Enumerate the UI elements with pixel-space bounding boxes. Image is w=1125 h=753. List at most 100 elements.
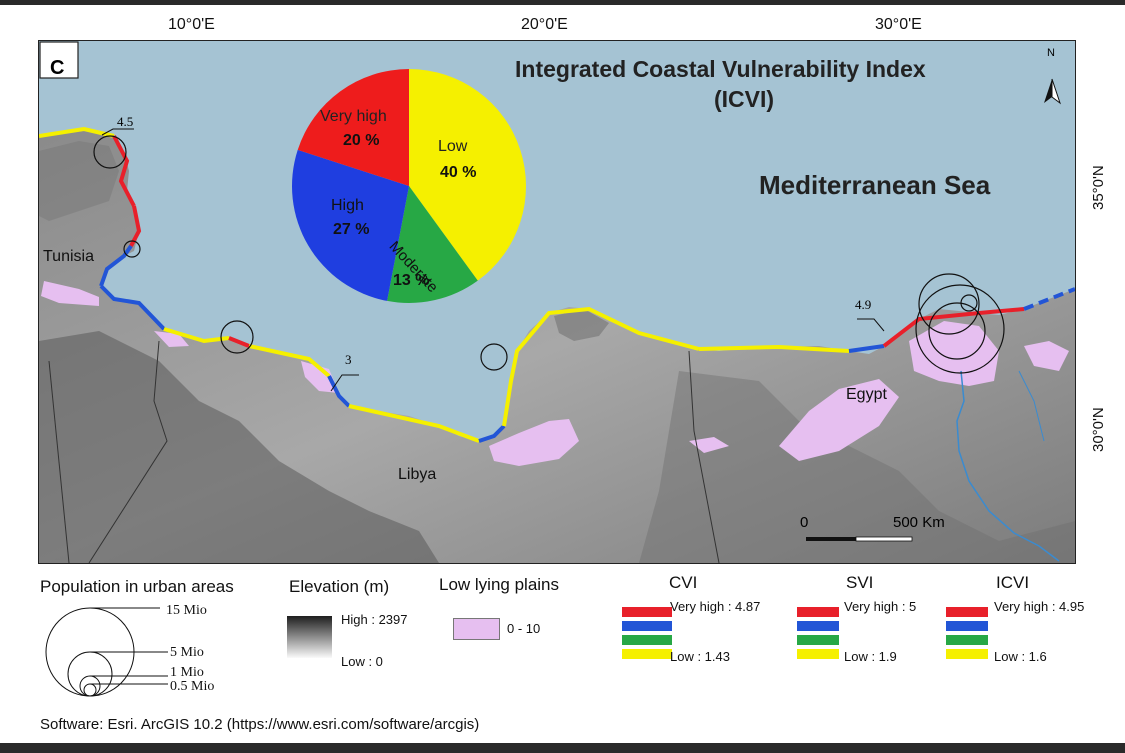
plains-swatch	[453, 618, 500, 640]
pie-slice-moderate	[387, 186, 478, 304]
svi-swatch-very-high	[797, 607, 839, 617]
pop-size-5: 5 Mio	[170, 645, 204, 660]
pie-slice-low	[409, 69, 526, 281]
scale-end-label: 500 Km	[893, 514, 945, 531]
nile-river	[956, 370, 1060, 562]
coast-veryhigh-3	[228, 336, 250, 348]
icvi-high-value: Very high : 4.95	[994, 599, 1085, 614]
cvi-swatch-low	[622, 649, 672, 659]
coast-veryhigh-1	[112, 135, 136, 207]
coast-high-5	[848, 344, 885, 353]
low-lying-plain-8	[1024, 341, 1069, 371]
legend-svi-title: SVI	[846, 573, 874, 592]
cvi-swatch-high	[622, 621, 672, 631]
coast-veryhigh-5	[978, 307, 1025, 315]
border-tunisia-libya	[88, 340, 168, 563]
tunisia-north-relief	[39, 141, 119, 221]
cvi-swatch-very-high	[622, 607, 672, 617]
bottom-border	[0, 743, 1125, 753]
border-libya-egypt	[688, 350, 720, 563]
scale-start-label: 0	[800, 514, 809, 531]
coast-high-6	[1023, 287, 1075, 311]
pop-circle-1mio	[79, 675, 101, 697]
coast-low-6	[698, 344, 850, 353]
city-circle-alexandria	[918, 273, 980, 335]
city-circle-tripoli	[220, 320, 254, 354]
low-lying-plain-4	[489, 419, 579, 466]
lon-label-20e: 20°0'E	[521, 16, 568, 33]
lat-label-30n: 30°0'N	[1090, 407, 1107, 452]
pop-circle-05mio	[83, 683, 97, 697]
north-arrow-icon	[1044, 78, 1061, 105]
icvi-swatch-low	[946, 649, 988, 659]
suez-canal	[1018, 370, 1045, 442]
coast-high-1	[99, 244, 133, 287]
north-label: N	[1047, 47, 1055, 59]
mountain-shading-2	[554, 309, 609, 341]
population-circles	[93, 135, 1005, 374]
pop-size-05: 0.5 Mio	[170, 679, 215, 694]
mountain-shading	[39, 331, 439, 563]
top-border	[0, 0, 1125, 5]
icvi-low-value: Low : 1.6	[994, 649, 1047, 664]
legend-cvi-title: CVI	[669, 573, 698, 592]
country-label-libya: Libya	[398, 466, 437, 483]
svi-high-value: Very high : 5	[844, 599, 917, 614]
city-circle-port-said	[960, 294, 978, 312]
city-circle-cairo-large	[915, 284, 1005, 374]
sea-label: Mediterranean Sea	[759, 170, 991, 200]
pie-label-very-high: Very high	[320, 108, 387, 125]
svi-low-value: Low : 1.9	[844, 649, 897, 664]
city-circle-tunis	[93, 135, 127, 169]
city-circle-cairo-mid	[928, 302, 986, 360]
low-lying-plain-5	[779, 379, 899, 461]
panel-label-box	[39, 41, 79, 79]
country-label-egypt: Egypt	[846, 386, 887, 403]
legend-elevation-title: Elevation (m)	[289, 577, 390, 596]
icvi-pie-chart	[292, 69, 526, 304]
coast-high-3	[327, 375, 351, 408]
callout-line-3	[330, 374, 359, 392]
lon-label-30e: 30°0'E	[875, 16, 922, 33]
city-circle-sfax	[123, 240, 141, 258]
panel-label: C	[50, 57, 65, 79]
population-legend-circles	[45, 607, 168, 697]
scale-bar	[806, 536, 913, 542]
pie-pct-low: 40 %	[440, 164, 477, 181]
cvi-swatch-moderate	[622, 635, 672, 645]
legend-icvi-title: ICVI	[996, 573, 1030, 592]
country-label-tunisia: Tunisia	[43, 248, 94, 265]
icvi-swatch-high	[946, 621, 988, 631]
legend-population-title: Population in urban areas	[40, 577, 234, 596]
callout-value-4-9: 4.9	[855, 297, 872, 312]
cvi-low-value: Low : 1.43	[670, 649, 730, 664]
coast-veryhigh-4	[882, 311, 980, 348]
svi-swatch-high	[797, 621, 839, 631]
pie-pct-moderate: 13 %	[393, 272, 430, 289]
icvi-swatch-moderate	[946, 635, 988, 645]
svi-swatch-low	[797, 649, 839, 659]
pie-pct-high: 27 %	[333, 221, 370, 238]
callout-line-4-9	[857, 318, 885, 332]
pie-pct-very-high: 20 %	[343, 132, 380, 149]
plains-range: 0 - 10	[507, 621, 541, 636]
city-circle-benghazi	[480, 343, 508, 371]
low-lying-plain-7	[689, 437, 729, 453]
pie-label-low: Low	[438, 138, 468, 155]
legend-plains-title: Low lying plains	[439, 575, 560, 594]
coast-high-4	[478, 424, 506, 443]
low-lying-plain-3	[301, 361, 339, 393]
icvi-swatch-very-high	[946, 607, 988, 617]
low-lying-plain-2	[154, 331, 189, 347]
elevation-high: High : 2397	[341, 612, 408, 627]
elevation-low: Low : 0	[341, 654, 383, 669]
cvi-high-value: Very high : 4.87	[670, 599, 761, 614]
lat-label-35n: 35°0'N	[1090, 165, 1107, 210]
callout-value-4-5: 4.5	[117, 114, 134, 129]
mountain-shading-3	[639, 371, 1075, 563]
low-lying-plain-1	[41, 281, 99, 306]
svi-swatch-moderate	[797, 635, 839, 645]
pie-slice-high	[292, 149, 409, 301]
map-title-abbrev: (ICVI)	[714, 86, 775, 112]
